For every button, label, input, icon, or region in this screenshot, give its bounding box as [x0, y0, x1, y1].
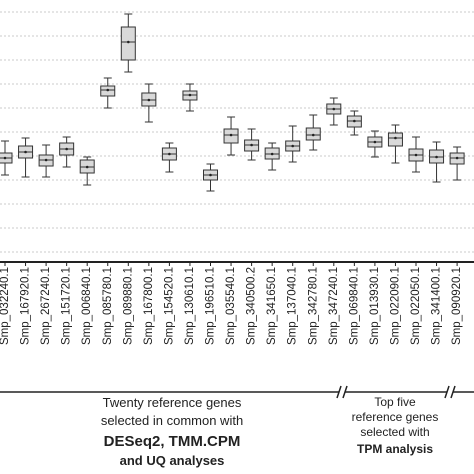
x-tick-label: Smp_347240.1: [328, 267, 340, 345]
median-dot: [85, 165, 89, 169]
median-dot: [455, 156, 459, 160]
median-dot: [147, 98, 151, 102]
x-tick-label: Smp_069840.1: [348, 267, 360, 345]
median-dot: [311, 133, 315, 137]
x-tick-label: Smp_341650.1: [266, 267, 278, 345]
group-text: DESeq2, TMM.CPM: [104, 433, 241, 450]
median-dot: [435, 155, 438, 159]
x-tick-label: Smp_154520.1: [163, 267, 175, 345]
x-tick-label: Smp_267240.1: [40, 267, 52, 345]
median-dot: [353, 119, 356, 123]
x-tick-label: Smp_341400.1: [431, 267, 443, 345]
median-dot: [270, 152, 274, 156]
median-dot: [291, 144, 295, 148]
group-text: Twenty reference genes: [103, 395, 242, 410]
median-dot: [44, 158, 48, 162]
box: [387, 132, 403, 147]
x-labels: Smp_032240.1 Smp_167920.1 Smp_267240.1 Smp_…: [0, 262, 463, 345]
median-dot: [168, 152, 171, 156]
group-text: selected with: [360, 425, 429, 439]
median-dot: [414, 153, 418, 157]
x-tick-label: Smp_342780.1: [307, 267, 319, 345]
group-text: Top five: [374, 395, 416, 409]
group-text: and UQ analyses: [120, 453, 225, 468]
x-tick-label: Smp_013930.1: [369, 267, 381, 345]
median-dot: [65, 147, 68, 151]
x-tick-label: Smp_137040.1: [287, 267, 299, 345]
x-tick-label: Smp_090920.1: [451, 267, 463, 345]
median-dot: [209, 173, 212, 177]
median-dot: [394, 136, 397, 140]
x-tick-label: Smp_035540.1: [225, 267, 237, 345]
x-tick-label: Smp_151720.1: [61, 267, 73, 345]
median-dot: [250, 143, 253, 147]
group-text: TPM analysis: [357, 442, 433, 456]
x-tick-label: Smp_032240.1: [0, 267, 11, 345]
x-tick-label: Smp_340500.2: [246, 267, 258, 345]
boxes: [0, 13, 465, 192]
x-tick-label: Smp_167920.1: [20, 267, 32, 345]
median-dot: [24, 150, 27, 154]
x-tick-label: Smp_196510.1: [205, 267, 217, 345]
group-bracket: [0, 385, 474, 399]
x-tick-label: Smp_006840.1: [81, 267, 93, 345]
group-text: selected in common with: [101, 413, 243, 428]
median-dot: [3, 156, 7, 160]
x-tick-label: Smp_022090.1: [389, 267, 401, 345]
x-tick-label: Smp_022050.1: [410, 267, 422, 345]
median-dot: [229, 133, 233, 137]
median-dot: [332, 107, 336, 111]
median-dot: [106, 88, 110, 92]
median-dot: [373, 140, 377, 144]
median-dot: [188, 93, 192, 97]
box: [120, 26, 136, 61]
median-dot: [127, 40, 130, 44]
x-tick-label: Smp_167800.1: [143, 267, 155, 345]
x-tick-label: Smp_085780.1: [102, 267, 114, 345]
x-tick-label: Smp_089880.1: [122, 267, 134, 345]
x-tick-label: Smp_130610.1: [184, 267, 196, 345]
group-text: reference genes: [352, 410, 439, 424]
